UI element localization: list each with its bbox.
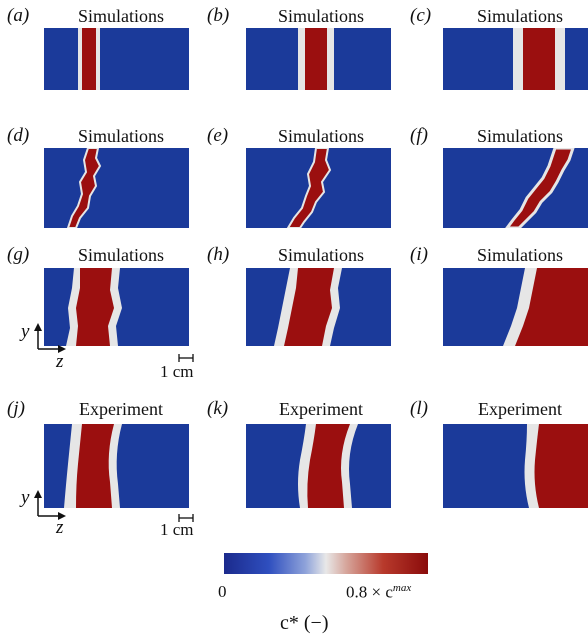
- panel-d-image: [44, 148, 189, 228]
- panel-f-title: Simulations: [476, 126, 563, 146]
- colorbar-title: c* (−): [280, 612, 329, 634]
- panel-c-image: [443, 28, 588, 90]
- panel-d-label: (d): [7, 125, 30, 146]
- scale-bar-label-2: 1 cm: [160, 520, 194, 539]
- panel-l-title: Experiment: [478, 399, 562, 419]
- panel-l-image: [443, 424, 588, 508]
- panel-g-image: [44, 268, 189, 346]
- panel-h-label: (h): [207, 244, 230, 265]
- panel-c-label: (c): [410, 5, 432, 26]
- panel-i-title: Simulations: [476, 245, 563, 265]
- panel-e-label: (e): [207, 125, 229, 146]
- colorbar-min-label: 0: [218, 582, 227, 601]
- panel-g-title: Simulations: [77, 245, 164, 265]
- panel-d-title: Simulations: [77, 126, 164, 146]
- yz-axis-indicator-2: [22, 490, 72, 530]
- panel-a-label: (a): [7, 5, 30, 26]
- axis-y-label: y: [21, 321, 30, 342]
- scale-bar-2: [177, 510, 195, 528]
- axis-y-label-2: y: [21, 487, 30, 508]
- colorbar-max-sup: max: [392, 582, 412, 594]
- panel-f-image: [443, 148, 588, 228]
- colorbar-max-label: 0.8 × cmax: [346, 582, 411, 603]
- panel-k-image: [246, 424, 391, 508]
- panel-a-image: [44, 28, 189, 90]
- yz-axis-indicator: [22, 323, 72, 363]
- panel-b-label: (b): [207, 5, 230, 26]
- panel-c-title: Simulations: [476, 6, 563, 26]
- panel-h-title: Simulations: [277, 245, 364, 265]
- panel-j-title: Experiment: [79, 399, 163, 419]
- panel-b-image: [246, 28, 391, 90]
- colorbar-max-text: 0.8 × c: [346, 582, 393, 602]
- axis-z-label: z: [56, 351, 64, 372]
- scale-bar: [177, 350, 195, 368]
- panel-l-label: (l): [410, 398, 428, 419]
- scale-bar-label: 1 cm: [160, 362, 194, 381]
- panel-f-label: (f): [410, 125, 428, 146]
- panel-k-label: (k): [207, 398, 229, 419]
- panel-i-image: [443, 268, 588, 346]
- panel-h-image: [246, 268, 391, 346]
- panel-g-label: (g): [7, 244, 30, 265]
- panel-k-title: Experiment: [279, 399, 363, 419]
- panel-j-image: [44, 424, 189, 508]
- colorbar: [224, 553, 428, 574]
- panel-b-title: Simulations: [277, 6, 364, 26]
- panel-i-label: (i): [410, 244, 428, 265]
- panel-e-image: [246, 148, 391, 228]
- panel-j-label: (j): [7, 398, 25, 419]
- axis-z-label-2: z: [56, 517, 64, 538]
- panel-a-title: Simulations: [77, 6, 164, 26]
- panel-e-title: Simulations: [277, 126, 364, 146]
